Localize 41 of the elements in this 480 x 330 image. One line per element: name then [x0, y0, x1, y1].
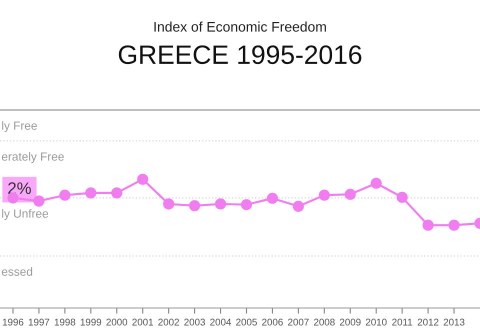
point: [240, 199, 252, 210]
point: [111, 187, 122, 198]
x-tick-label: 2010: [366, 318, 387, 326]
x-tick-label: 2008: [314, 318, 335, 326]
point: [85, 187, 96, 198]
x-tick-label: 2006: [262, 318, 283, 326]
point: [292, 200, 304, 212]
x-tick-label: 2001: [132, 318, 154, 326]
point: [422, 220, 434, 231]
x-tick-label: 2011: [392, 318, 412, 326]
x-tick-label: 2012: [418, 318, 438, 326]
x-tick-label: 2000: [106, 318, 128, 326]
point: [396, 192, 408, 203]
point: [33, 195, 44, 207]
point: [266, 192, 278, 204]
x-tick-label: 1998: [54, 318, 76, 326]
x-tick-label: 2007: [288, 318, 309, 326]
point: [370, 178, 382, 189]
x-tick-label: 2002: [158, 318, 179, 326]
x-tick-label: 1997: [28, 318, 50, 326]
point: [59, 190, 70, 201]
ref-line-label: ly Free: [2, 121, 37, 132]
x-tick-label: 2013: [444, 318, 464, 326]
point: [344, 188, 356, 200]
point: [137, 174, 148, 185]
point: [214, 198, 226, 210]
ref-line-label: ly Unfree: [2, 209, 48, 220]
point: [163, 198, 174, 210]
x-tick-label: 2003: [184, 318, 205, 326]
x-tick-label: 2004: [210, 318, 232, 326]
x-tick-label: 2005: [236, 318, 257, 326]
ref-line-label: essed: [2, 267, 32, 276]
x-tick-label: 1996: [2, 318, 24, 326]
chart-subtitle: GREECE 1995-2016: [118, 45, 362, 64]
point: [448, 220, 460, 231]
point: [318, 190, 330, 201]
point: [189, 200, 200, 212]
chart-title: Index of Economic Freedom: [154, 22, 326, 32]
ref-line-label: erately Free: [2, 152, 64, 164]
x-tick-label: 1999: [80, 318, 102, 326]
x-tick-label: 2009: [340, 318, 361, 326]
